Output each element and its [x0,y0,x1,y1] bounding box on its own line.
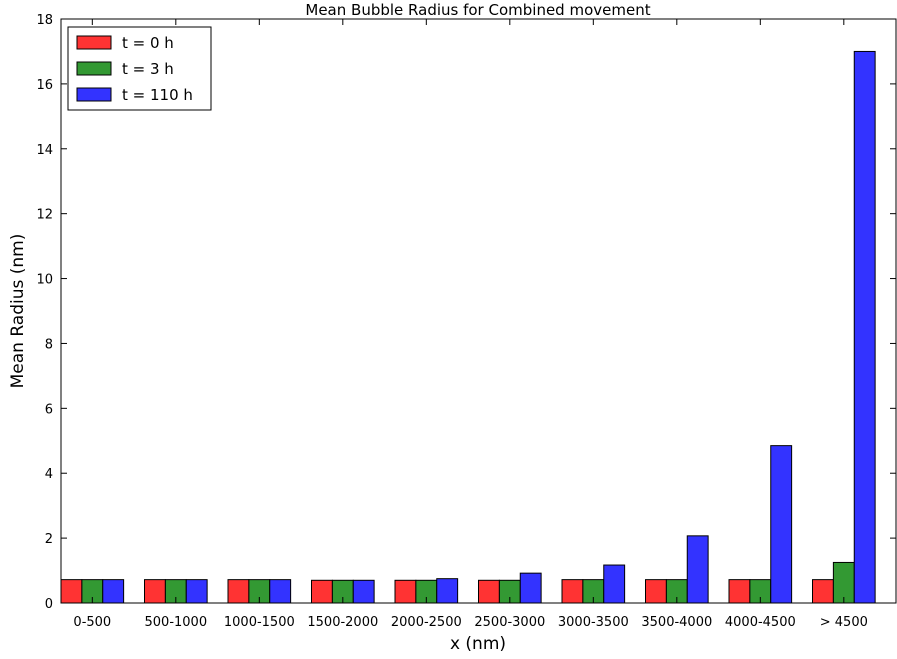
legend: t = 0 h t = 3 h t = 110 h [67,26,212,111]
ticks-group: 0 2 4 6 8 10 12 14 16 18 0-500 500-1000 1000-1500 150… [36,13,896,630]
y-tick-label-2: 4 [45,467,53,482]
y-tick-label-4: 8 [45,337,53,352]
legend-swatch-1 [76,61,112,76]
bars-group [60,50,876,604]
bar-series-2-cat-5 [519,572,542,604]
bar-series-2-cat-4 [436,578,459,604]
bar-series-2-cat-9 [853,50,876,604]
bar-series-2-cat-6 [603,564,626,604]
x-tick-label-5: 2500-3000 [474,615,545,630]
x-tick-label-2: 1000-1500 [224,615,295,630]
bar-series-2-cat-0 [102,579,125,604]
x-tick-label-6: 3000-3500 [558,615,629,630]
x-tick-label-1: 500-1000 [145,615,208,630]
bar-series-0-cat-4 [394,579,417,604]
bar-series-2-cat-7 [686,535,709,604]
y-tick-label-5: 10 [36,273,53,288]
legend-swatch-2 [76,87,112,102]
y-tick-label-9: 18 [36,13,53,28]
bar-series-0-cat-3 [311,579,333,604]
y-tick-label-0: 0 [45,597,53,612]
bar-series-0-cat-5 [478,579,500,604]
bar-series-2-cat-1 [185,579,208,604]
plot-area-frame [60,18,897,604]
bar-series-2-cat-3 [352,579,375,604]
chart-title: Mean Bubble Radius for Combined movement [305,1,650,19]
bar-series-0-cat-9 [812,579,834,604]
bar-series-0-cat-2 [227,579,250,604]
bar-series-2-cat-8 [770,445,793,604]
bar-series-0-cat-8 [728,579,751,604]
x-axis-title: x (nm) [450,634,506,654]
legend-swatch-0 [76,35,112,50]
y-tick-label-8: 16 [36,78,53,93]
legend-label-1: t = 3 h [122,60,174,78]
bar-series-0-cat-6 [561,579,584,604]
x-tick-label-3: 1500-2000 [307,615,378,630]
bar-series-1-cat-9 [832,561,855,604]
y-tick-label-3: 6 [45,402,53,417]
bar-series-2-cat-2 [269,579,292,604]
legend-label-0: t = 0 h [122,34,174,52]
bar-series-0-cat-7 [645,579,667,604]
legend-label-2: t = 110 h [122,86,193,104]
x-tick-label-8: 4000-4500 [725,615,796,630]
y-axis-title: Mean Radius (nm) [8,234,28,389]
bar-series-0-cat-0 [60,579,83,604]
x-tick-label-4: 2000-2500 [391,615,462,630]
x-tick-label-9: > 4500 [820,615,868,630]
y-tick-label-7: 14 [36,143,53,158]
x-tick-label-7: 3500-4000 [641,615,712,630]
y-tick-label-6: 12 [36,208,53,223]
x-tick-label-0: 0-500 [73,615,111,630]
bar-series-0-cat-1 [144,579,166,604]
y-tick-label-1: 2 [45,532,53,547]
